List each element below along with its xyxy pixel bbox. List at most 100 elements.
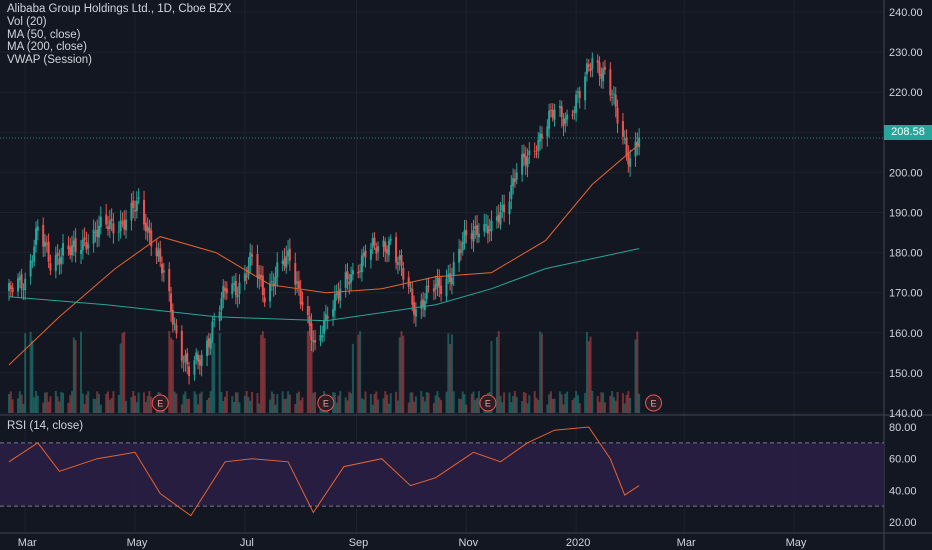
candle-body <box>474 226 477 229</box>
candle-body <box>522 153 525 158</box>
volume-bar <box>495 336 498 413</box>
candle-body <box>553 109 556 120</box>
legend-volume[interactable]: Vol (20) <box>7 15 47 28</box>
candle-body <box>591 58 594 69</box>
candle-body <box>56 252 59 257</box>
candle-body <box>438 278 441 288</box>
candle-body <box>72 240 75 247</box>
candle-body <box>384 241 387 252</box>
volume-bar <box>134 395 137 413</box>
volume-bar <box>135 402 138 413</box>
candle-body <box>548 110 551 129</box>
candle-body <box>585 63 588 75</box>
earnings-marker <box>317 394 335 412</box>
volume-bar <box>33 397 36 413</box>
price-tick-label: 230.00 <box>889 47 923 59</box>
volume-bar <box>402 335 405 413</box>
candle-body <box>245 275 248 278</box>
volume-bar <box>360 398 363 413</box>
candle-body <box>99 216 102 228</box>
candle-body <box>308 316 311 326</box>
volume-bar <box>269 399 272 413</box>
volume-bar <box>195 394 198 413</box>
candle-body <box>29 260 32 277</box>
rsi-tick-label: 60.00 <box>889 454 917 466</box>
rsi-legend[interactable]: RSI (14, close) <box>7 420 84 432</box>
candle-body <box>490 220 493 232</box>
candle-body <box>326 316 329 319</box>
volume-bar <box>501 402 504 413</box>
candle-body <box>357 271 360 274</box>
volume-bar <box>54 391 57 413</box>
volume-bar <box>629 398 632 413</box>
volume-bar <box>99 404 102 413</box>
candle-body <box>45 243 48 245</box>
volume-bar <box>263 338 266 413</box>
volume-bar <box>413 401 416 413</box>
candle-body <box>488 229 491 232</box>
ma200-line <box>8 248 640 322</box>
candle-body <box>24 278 27 291</box>
candle-body <box>261 275 264 296</box>
volume-bar <box>270 391 273 413</box>
volume-bar <box>564 393 567 413</box>
candle-body <box>515 172 518 180</box>
volume-bar <box>333 392 336 413</box>
volume-bar <box>112 391 115 413</box>
candle-body <box>236 294 239 298</box>
legend-symbol[interactable]: Alibaba Group Holdings Ltd., 1D, Cboe BZ… <box>7 3 232 15</box>
volume-bar <box>422 396 425 413</box>
volume-bar <box>81 393 84 413</box>
volume-bar <box>548 394 551 413</box>
volume-bar <box>537 399 540 413</box>
candle-body <box>150 230 153 247</box>
candle-body <box>157 250 160 257</box>
volume-bar <box>173 391 176 413</box>
volume-bar <box>17 398 20 413</box>
candle-body <box>611 97 614 99</box>
legend-ma200[interactable]: MA (200, close) <box>7 41 87 54</box>
candle-body <box>276 262 279 278</box>
volume-bar <box>143 392 146 413</box>
rsi-line <box>8 426 640 517</box>
volume-bar <box>193 391 196 413</box>
volume-bar <box>357 334 360 413</box>
earnings-marker <box>645 394 663 412</box>
legend-ma50[interactable]: MA (50, close) <box>7 28 81 41</box>
volume-bar <box>589 336 592 413</box>
candle-body <box>69 247 72 256</box>
candle-body <box>513 178 516 182</box>
candle-body <box>9 285 12 290</box>
candle-body <box>296 281 299 284</box>
earnings-label: E <box>485 399 491 409</box>
volume-bar <box>398 337 401 413</box>
time-tick-label: Jul <box>240 537 254 549</box>
candle-body <box>524 155 527 165</box>
volume-bar <box>306 331 309 413</box>
candle-body <box>134 210 137 212</box>
chart-legend: Alibaba Group Holdings Ltd., 1D, Cboe BZ… <box>7 3 231 67</box>
candle-body <box>251 254 254 257</box>
volume-bar <box>231 396 234 413</box>
last-price-badge: 208.58 <box>884 125 932 140</box>
candle-body <box>535 153 538 155</box>
volume-bar <box>382 398 385 413</box>
candle-body <box>348 281 351 285</box>
candle-body <box>508 201 511 215</box>
legend-vwap[interactable]: VWAP (Session) <box>7 54 92 67</box>
candle-body <box>294 263 297 285</box>
volume-bar <box>389 393 392 413</box>
candle-body <box>587 64 590 68</box>
volume-bar <box>566 391 569 413</box>
candle-body <box>373 237 376 246</box>
volume-bar <box>503 392 506 413</box>
candle-body <box>614 94 617 107</box>
candle-body <box>119 220 122 232</box>
candle-body <box>182 361 185 363</box>
volume-bar <box>209 391 212 413</box>
candle-body <box>551 109 554 118</box>
volume-bar <box>591 391 594 413</box>
volume-bar <box>387 403 390 413</box>
volume-bar <box>533 391 536 413</box>
